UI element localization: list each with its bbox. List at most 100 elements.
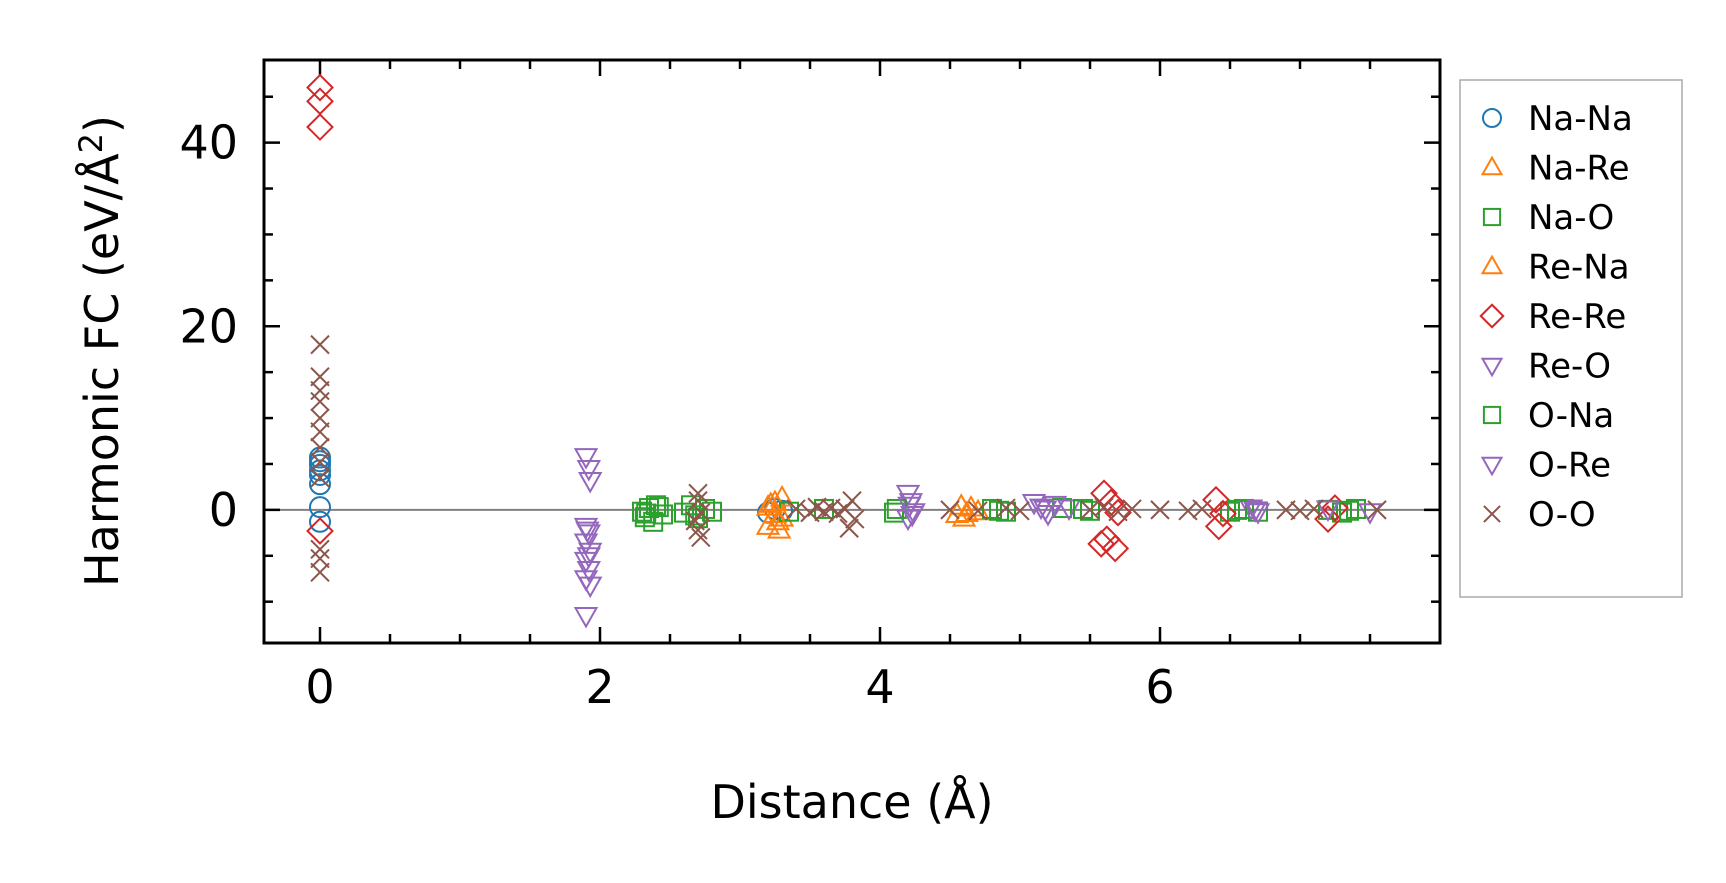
point-re-o bbox=[577, 471, 603, 494]
legend-marker-o-o bbox=[1483, 505, 1501, 523]
point-o-o bbox=[310, 468, 330, 488]
plot-frame bbox=[262, 58, 1442, 645]
legend: Na-Na Na-Re Na-O Re-Na Re-Re Re-O O-Na O-Re O-O bbox=[1459, 79, 1683, 598]
point-o-o bbox=[310, 539, 330, 560]
x-tick-label: 0 bbox=[305, 660, 334, 714]
point-re-re bbox=[1104, 498, 1132, 527]
legend-marker-na-re bbox=[1480, 155, 1504, 176]
point-re-re bbox=[1202, 485, 1230, 514]
y-tick-label: 20 bbox=[179, 299, 238, 353]
point-re-re bbox=[1209, 499, 1237, 528]
legend-marker-na-na bbox=[1482, 108, 1502, 128]
legend-entries: Na-Na Na-Re Na-O Re-Na Re-Re Re-O O-Na O-Re O-O bbox=[1479, 99, 1633, 535]
x-tick-label: 4 bbox=[865, 660, 894, 714]
legend-marker-re-re bbox=[1479, 303, 1505, 329]
point-o-o bbox=[688, 483, 708, 504]
point-o-re bbox=[575, 521, 600, 544]
point-re-o bbox=[577, 576, 603, 599]
point-re-re bbox=[1092, 525, 1121, 554]
point-o-o bbox=[845, 509, 865, 529]
point-na-o bbox=[653, 504, 673, 525]
point-re-re bbox=[306, 113, 334, 141]
point-na-re bbox=[762, 489, 788, 512]
legend-label-re-re: Re-Re bbox=[1528, 297, 1626, 337]
point-re-re bbox=[306, 73, 334, 102]
point-na-na bbox=[309, 463, 331, 486]
point-na-o bbox=[982, 498, 1002, 519]
legend-label-o-o: O-O bbox=[1528, 495, 1596, 535]
point-o-o bbox=[310, 367, 330, 387]
point-na-o bbox=[632, 501, 652, 522]
point-na-na bbox=[309, 496, 331, 519]
point-re-o bbox=[1315, 500, 1341, 522]
legend-label-o-na: O-Na bbox=[1528, 396, 1614, 436]
point-re-o bbox=[1028, 498, 1054, 521]
point-o-na bbox=[636, 503, 657, 524]
legend-marker-na-o bbox=[1482, 207, 1502, 227]
y-axis-label-close: ) bbox=[75, 115, 129, 133]
point-na-o bbox=[1220, 501, 1240, 522]
legend-label-na-re: Na-Re bbox=[1528, 149, 1630, 189]
point-o-o bbox=[1367, 500, 1387, 520]
point-re-na bbox=[954, 500, 980, 523]
point-o-o bbox=[1122, 499, 1142, 519]
y-axis-label-superscript: 2 bbox=[72, 133, 110, 153]
y-tick-label: 0 bbox=[209, 483, 238, 537]
point-re-re bbox=[1101, 534, 1130, 563]
legend-label-o-re: O-Re bbox=[1528, 446, 1611, 486]
point-o-re bbox=[899, 505, 925, 528]
point-o-o bbox=[786, 499, 806, 519]
point-o-o bbox=[940, 500, 960, 520]
point-o-o bbox=[310, 380, 330, 401]
point-re-o bbox=[1042, 495, 1068, 518]
point-o-o bbox=[968, 501, 988, 521]
y-tick-label: 40 bbox=[179, 116, 238, 170]
point-o-o bbox=[310, 408, 330, 428]
point-re-o bbox=[576, 460, 602, 482]
point-re-na bbox=[765, 508, 791, 531]
legend-marker-o-re bbox=[1480, 456, 1504, 477]
point-re-o bbox=[573, 606, 599, 629]
point-re-o bbox=[895, 509, 921, 532]
point-re-re bbox=[1321, 494, 1349, 522]
point-o-o bbox=[688, 520, 708, 540]
point-re-re bbox=[1087, 529, 1116, 558]
point-o-o bbox=[691, 527, 711, 548]
data-markers bbox=[306, 73, 1387, 629]
point-o-na bbox=[1227, 499, 1247, 520]
point-o-o bbox=[688, 490, 708, 511]
point-o-o bbox=[1010, 501, 1030, 521]
axis-ticks bbox=[264, 60, 1442, 643]
y-axis-label-main: Harmonic FC (eV/Å bbox=[75, 153, 129, 587]
point-na-na bbox=[309, 510, 331, 533]
point-re-na bbox=[758, 491, 784, 513]
point-na-o bbox=[681, 495, 701, 516]
point-na-o bbox=[884, 502, 904, 523]
point-o-na bbox=[1339, 500, 1359, 521]
point-o-o bbox=[1094, 497, 1114, 517]
point-o-o bbox=[1150, 500, 1170, 520]
legend-label-na-na: Na-Na bbox=[1528, 99, 1633, 139]
point-o-o bbox=[310, 562, 330, 583]
point-o-o bbox=[842, 490, 862, 511]
point-o-o bbox=[310, 391, 330, 412]
point-na-re bbox=[769, 484, 795, 507]
point-o-o bbox=[1304, 499, 1324, 519]
legend-label-na-o: Na-O bbox=[1528, 198, 1614, 238]
legend-marker-re-na bbox=[1480, 254, 1504, 275]
legend-label-re-na: Re-Na bbox=[1528, 248, 1630, 288]
legend-label-re-o: Re-O bbox=[1528, 347, 1611, 387]
point-o-o bbox=[310, 452, 330, 472]
point-re-o bbox=[573, 448, 599, 470]
point-o-na bbox=[648, 497, 669, 518]
point-o-o bbox=[1192, 499, 1212, 519]
point-re-o bbox=[1357, 503, 1383, 525]
point-o-re bbox=[576, 547, 602, 569]
point-o-o bbox=[310, 422, 330, 442]
x-tick-label: 6 bbox=[1145, 660, 1174, 714]
point-o-re bbox=[1032, 500, 1058, 522]
point-na-re bbox=[755, 513, 781, 535]
point-re-o bbox=[1245, 503, 1271, 525]
x-axis-label: Distance (Å) bbox=[710, 775, 993, 829]
